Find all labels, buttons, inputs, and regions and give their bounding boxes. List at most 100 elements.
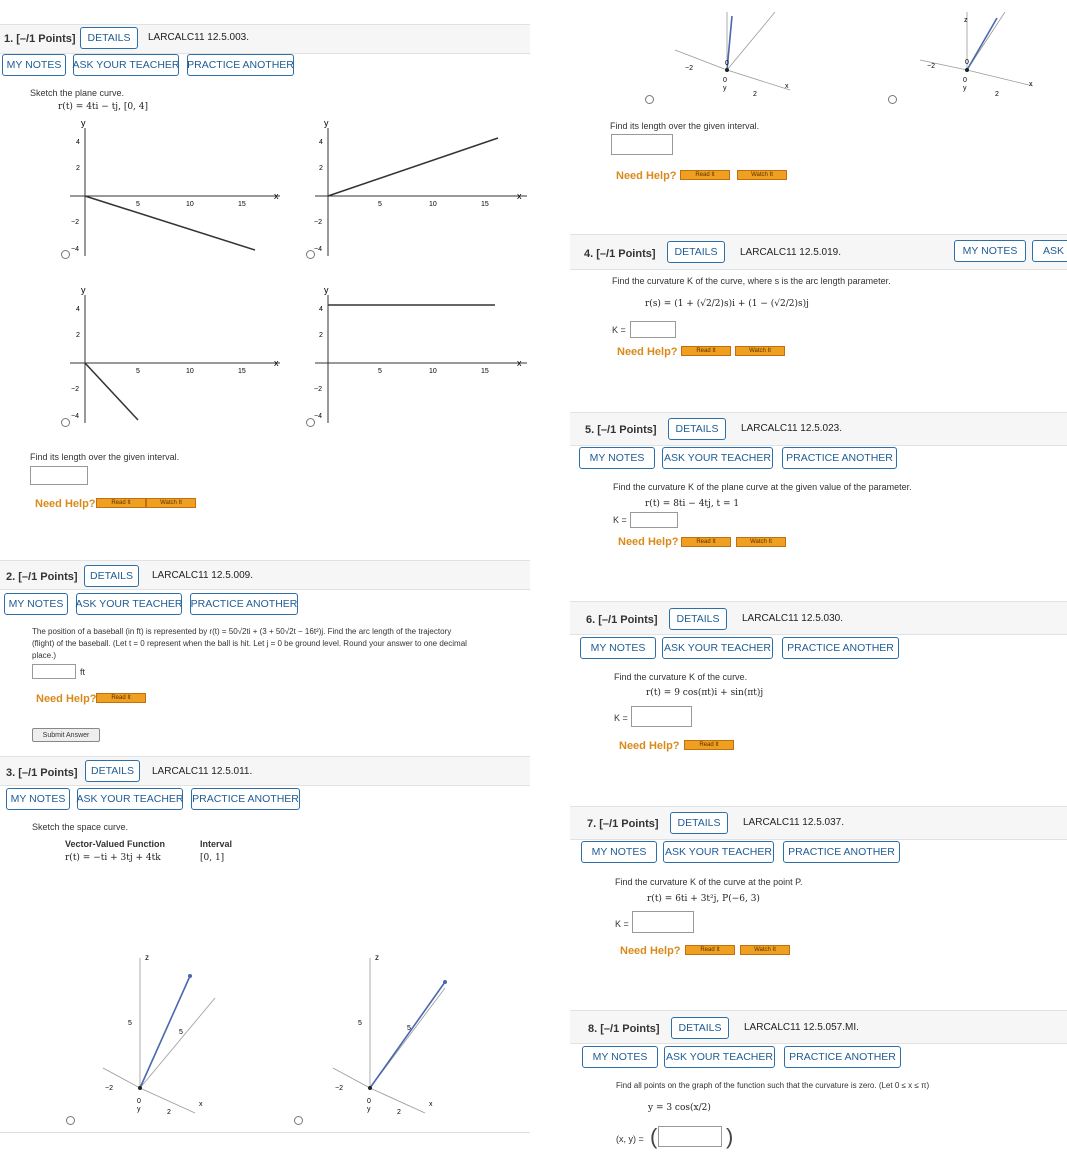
q3-watch-it-button[interactable]: Watch It — [737, 170, 787, 180]
q2-practice-button[interactable]: PRACTICE ANOTHER — [190, 593, 298, 615]
q3-option-d-radio[interactable] — [888, 95, 897, 104]
q3-header — [0, 756, 530, 786]
q1-watch-it-button[interactable]: Watch It — [146, 498, 196, 508]
q8-prompt: Find all points on the graph of the func… — [616, 1081, 930, 1090]
q4-k-input[interactable] — [630, 321, 676, 338]
q7-k-input[interactable] — [632, 911, 694, 933]
q3-practice-button[interactable]: PRACTICE ANOTHER — [191, 788, 300, 810]
q7-watch-it-button[interactable]: Watch It — [740, 945, 790, 955]
q7-read-it-button[interactable]: Read It — [685, 945, 735, 955]
q3-read-it-button[interactable]: Read It — [680, 170, 730, 180]
q1-graph-d: y x 4 2 −2 −4 5 10 15 — [314, 285, 527, 423]
q6-read-it-button[interactable]: Read It — [684, 740, 734, 750]
q2-read-it-button[interactable]: Read It — [96, 693, 146, 703]
q3-ask-teacher-button[interactable]: ASK YOUR TEACHER — [77, 788, 184, 810]
svg-text:z: z — [964, 17, 968, 24]
q8-details-button[interactable]: DETAILS — [671, 1017, 729, 1039]
q1-ask-teacher-button[interactable]: ASK YOUR TEACHER — [73, 54, 180, 76]
q6-practice-button[interactable]: PRACTICE ANOTHER — [782, 637, 899, 659]
q5-my-notes-button[interactable]: MY NOTES — [579, 447, 655, 469]
q2-text-line2: (flight) of the baseball. (Let t = 0 rep… — [32, 639, 467, 648]
q6-ask-teacher-button[interactable]: ASK YOUR TEACHER — [662, 637, 773, 659]
q8-practice-button[interactable]: PRACTICE ANOTHER — [784, 1046, 901, 1068]
q2-answer-input[interactable] — [32, 664, 76, 679]
q1-option-c-radio[interactable] — [61, 418, 70, 427]
q4-watch-it-button[interactable]: Watch It — [735, 346, 785, 356]
q4-my-notes-button[interactable]: MY NOTES — [954, 240, 1026, 262]
q6-my-notes-button[interactable]: MY NOTES — [580, 637, 656, 659]
q7-practice-button[interactable]: PRACTICE ANOTHER — [783, 841, 900, 863]
q5-watch-it-button[interactable]: Watch It — [736, 537, 786, 547]
q6-details-button[interactable]: DETAILS — [669, 608, 727, 630]
q2-my-notes-button[interactable]: MY NOTES — [4, 593, 68, 615]
q3-option-b-radio[interactable] — [294, 1116, 303, 1125]
q2-unit: ft — [80, 667, 86, 677]
svg-text:15: 15 — [481, 368, 489, 375]
svg-text:−4: −4 — [71, 246, 79, 253]
q7-ask-teacher-button[interactable]: ASK YOUR TEACHER — [663, 841, 774, 863]
svg-text:−2: −2 — [314, 219, 322, 226]
q6-k-input[interactable] — [631, 706, 692, 727]
q5-k-input[interactable] — [630, 512, 678, 528]
svg-text:10: 10 — [186, 201, 194, 208]
q6-code: LARCALC11 12.5.030. — [742, 613, 843, 624]
svg-text:2: 2 — [319, 165, 323, 172]
q8-formula: y = 3 cos(x/2) — [648, 1103, 711, 1113]
svg-text:y: y — [137, 1106, 141, 1113]
svg-text:−4: −4 — [314, 246, 322, 253]
svg-text:15: 15 — [238, 368, 246, 375]
q4-read-it-button[interactable]: Read It — [681, 346, 731, 356]
q3-details-button[interactable]: DETAILS — [85, 760, 140, 782]
svg-text:5: 5 — [407, 1025, 411, 1032]
curve-line — [84, 362, 139, 421]
q1-read-it-button[interactable]: Read It — [96, 498, 146, 508]
q3-prompt: Sketch the space curve. — [32, 822, 129, 832]
q8-my-notes-button[interactable]: MY NOTES — [582, 1046, 658, 1068]
q8-open-paren: ( — [650, 1124, 658, 1149]
q1-option-d-radio[interactable] — [306, 418, 315, 427]
q1-my-notes-button[interactable]: MY NOTES — [2, 54, 66, 76]
q7-details-button[interactable]: DETAILS — [670, 812, 728, 834]
q8-ask-teacher-button[interactable]: ASK YOUR TEACHER — [664, 1046, 775, 1068]
q3-function: r(t) = −ti + 3tj + 4tk — [65, 853, 161, 863]
svg-text:x: x — [785, 83, 789, 90]
q7-my-notes-button[interactable]: MY NOTES — [581, 841, 657, 863]
q5-details-button[interactable]: DETAILS — [668, 418, 726, 440]
svg-text:−2: −2 — [927, 63, 935, 70]
q3-option-a-radio[interactable] — [66, 1116, 75, 1125]
q1-option-b-radio[interactable] — [306, 250, 315, 259]
svg-text:−2: −2 — [314, 386, 322, 393]
svg-text:x: x — [429, 1101, 433, 1108]
q7-prompt: Find the curvature K of the curve at the… — [615, 877, 803, 887]
q1-practice-button[interactable]: PRACTICE ANOTHER — [187, 54, 294, 76]
svg-text:2: 2 — [76, 332, 80, 339]
q5-practice-button[interactable]: PRACTICE ANOTHER — [782, 447, 897, 469]
q2-ask-teacher-button[interactable]: ASK YOUR TEACHER — [76, 593, 183, 615]
q2-submit-button[interactable]: Submit Answer — [32, 728, 100, 742]
svg-text:4: 4 — [319, 306, 323, 313]
svg-text:10: 10 — [186, 368, 194, 375]
q1-length-prompt: Find its length over the given interval. — [30, 452, 180, 462]
svg-text:x: x — [1029, 81, 1033, 88]
q3-option-c-radio[interactable] — [645, 95, 654, 104]
q1-details-button[interactable]: DETAILS — [80, 27, 138, 49]
q4-details-button[interactable]: DETAILS — [667, 241, 725, 263]
q3-my-notes-button[interactable]: MY NOTES — [6, 788, 70, 810]
svg-text:−2: −2 — [105, 1085, 113, 1092]
q8-header — [570, 1010, 1067, 1044]
svg-text:4: 4 — [76, 139, 80, 146]
q5-header — [570, 412, 1067, 446]
svg-text:2: 2 — [995, 91, 999, 98]
q3-length-input[interactable] — [611, 134, 673, 155]
q1-prompt: Sketch the plane curve. — [30, 88, 125, 98]
q4-ask-teacher-button[interactable]: ASK Y — [1032, 240, 1067, 262]
q5-read-it-button[interactable]: Read It — [681, 537, 731, 547]
q5-need-help: Need Help? — [618, 536, 679, 548]
q5-ask-teacher-button[interactable]: ASK YOUR TEACHER — [662, 447, 773, 469]
svg-text:y: y — [81, 118, 86, 128]
q1-length-input[interactable] — [30, 466, 88, 485]
q8-point-input[interactable] — [658, 1126, 722, 1147]
q1-option-a-radio[interactable] — [61, 250, 70, 259]
q2-details-button[interactable]: DETAILS — [84, 565, 139, 587]
q6-number: 6. [–/1 Points] — [586, 614, 658, 626]
